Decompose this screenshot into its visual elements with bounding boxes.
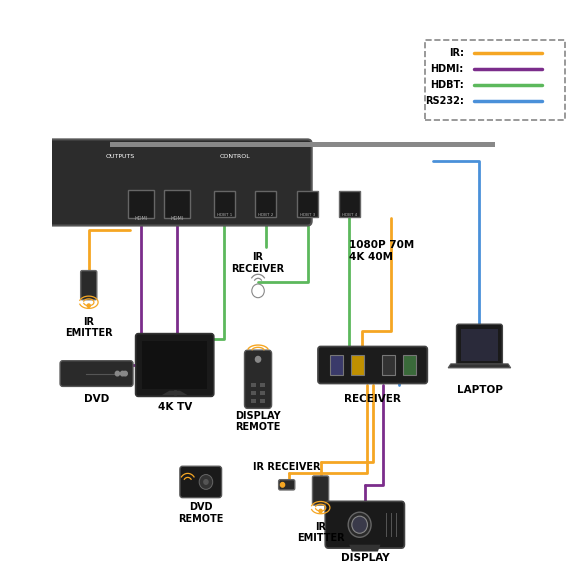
Text: HDBT 4: HDBT 4 xyxy=(342,213,357,217)
Circle shape xyxy=(204,480,208,484)
Text: LAPTOP: LAPTOP xyxy=(457,385,502,395)
Bar xyxy=(255,191,276,217)
Text: RECEIVER: RECEIVER xyxy=(344,393,401,404)
FancyBboxPatch shape xyxy=(318,347,427,384)
Circle shape xyxy=(87,304,90,308)
Text: IR
EMITTER: IR EMITTER xyxy=(297,522,344,544)
Text: HDMI: HDMI xyxy=(134,215,147,221)
Circle shape xyxy=(281,483,285,487)
FancyBboxPatch shape xyxy=(279,480,295,490)
Text: IR RECEIVER: IR RECEIVER xyxy=(253,463,320,472)
FancyBboxPatch shape xyxy=(325,501,404,548)
Circle shape xyxy=(352,516,367,533)
FancyBboxPatch shape xyxy=(313,476,329,505)
Bar xyxy=(260,391,265,395)
Text: OUTPUTS: OUTPUTS xyxy=(105,154,135,160)
Bar xyxy=(260,399,265,403)
Circle shape xyxy=(319,509,322,513)
FancyBboxPatch shape xyxy=(180,466,222,498)
Bar xyxy=(260,382,265,387)
Text: RS232:: RS232: xyxy=(425,96,464,106)
Bar xyxy=(382,355,395,375)
Circle shape xyxy=(255,357,261,362)
Text: DVD
REMOTE: DVD REMOTE xyxy=(178,502,223,524)
Polygon shape xyxy=(448,364,511,368)
Bar xyxy=(329,355,343,375)
Polygon shape xyxy=(162,391,188,395)
Text: IR
RECEIVER: IR RECEIVER xyxy=(232,252,285,274)
Text: INPUT: INPUT xyxy=(0,154,15,160)
Text: DVD: DVD xyxy=(84,393,109,404)
FancyBboxPatch shape xyxy=(244,350,272,408)
Polygon shape xyxy=(349,545,381,552)
Bar xyxy=(461,329,498,361)
Bar xyxy=(351,355,363,375)
Text: 4K TV: 4K TV xyxy=(158,402,192,412)
Text: HDBT 1: HDBT 1 xyxy=(217,213,232,217)
Text: CONTROL: CONTROL xyxy=(219,154,250,160)
Text: DISPLAY: DISPLAY xyxy=(340,554,389,563)
Text: IR
EMITTER: IR EMITTER xyxy=(65,317,112,338)
Bar xyxy=(251,391,256,395)
Text: HDMI:: HDMI: xyxy=(431,64,464,74)
Text: DISPLAY
REMOTE: DISPLAY REMOTE xyxy=(235,411,281,432)
Text: HDMI: HDMI xyxy=(170,215,184,221)
Bar xyxy=(214,191,234,217)
Text: HDBT 3: HDBT 3 xyxy=(300,213,315,217)
Circle shape xyxy=(115,372,119,376)
FancyBboxPatch shape xyxy=(60,361,133,386)
Circle shape xyxy=(120,372,124,376)
FancyBboxPatch shape xyxy=(425,40,566,120)
Bar xyxy=(164,190,190,218)
Text: HDBT 2: HDBT 2 xyxy=(258,213,274,217)
Circle shape xyxy=(348,512,371,537)
Bar xyxy=(251,399,256,403)
Circle shape xyxy=(199,475,213,490)
Bar xyxy=(142,341,207,389)
Text: IR:: IR: xyxy=(449,48,464,58)
Text: HDBT:: HDBT: xyxy=(430,80,464,90)
Bar xyxy=(339,191,359,217)
Bar xyxy=(403,355,416,375)
Bar xyxy=(297,191,318,217)
Circle shape xyxy=(123,372,127,376)
FancyBboxPatch shape xyxy=(81,271,97,300)
Bar xyxy=(109,142,495,147)
Bar xyxy=(251,382,256,387)
FancyBboxPatch shape xyxy=(135,334,214,396)
FancyBboxPatch shape xyxy=(457,324,502,366)
FancyBboxPatch shape xyxy=(0,139,312,226)
Text: 1080P 70M
4K 40M: 1080P 70M 4K 40M xyxy=(349,240,415,262)
Bar xyxy=(128,190,154,218)
